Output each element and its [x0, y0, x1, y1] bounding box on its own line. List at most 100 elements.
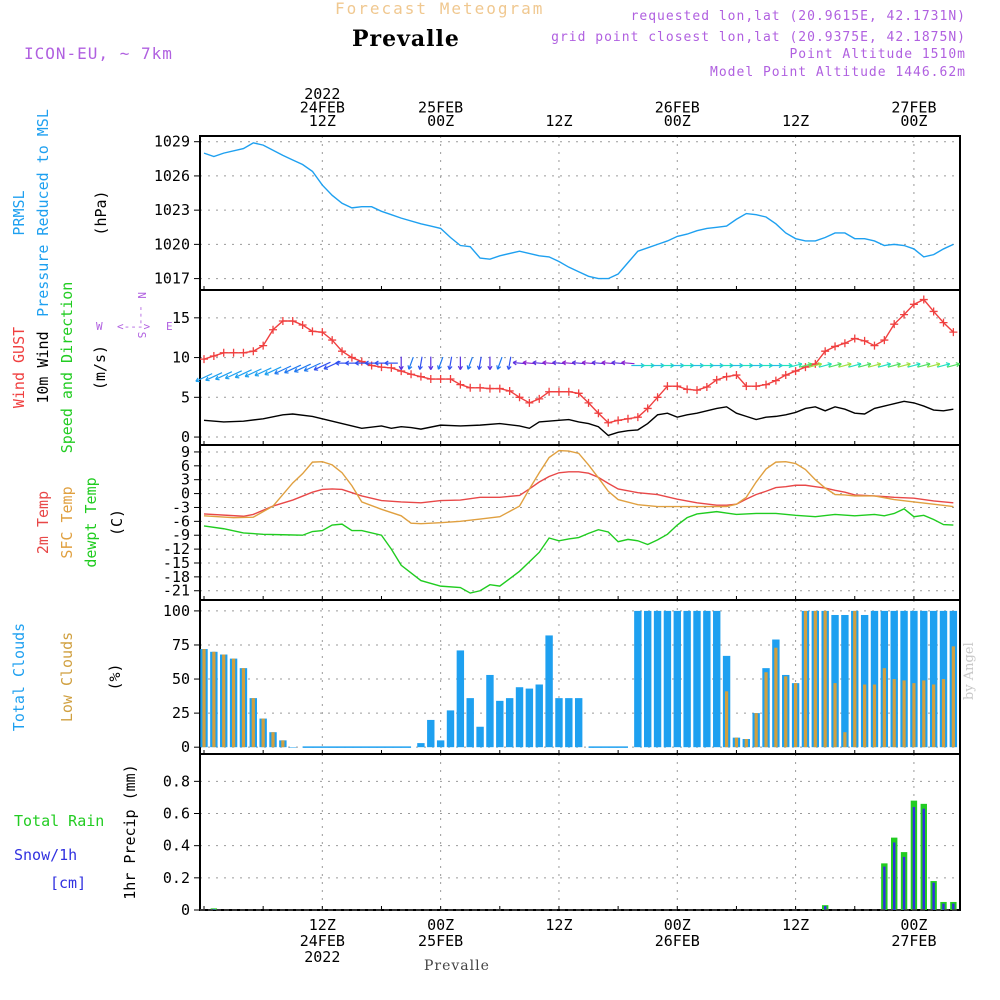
wind-arrow — [497, 356, 503, 370]
clouds-bar-total — [910, 610, 918, 748]
gust-marker — [900, 310, 909, 319]
wind-arrow — [274, 365, 292, 375]
precip-bar-snow — [893, 842, 896, 910]
clouds-bar-low — [823, 610, 827, 748]
wind-arrow-head — [857, 362, 862, 368]
wind-arrow-head — [417, 365, 423, 370]
y-tick-label: 1017 — [154, 270, 190, 288]
wind-panel: 0 5 10 15 W <---> E N --- S Wind GUST 10m Wind Spe… — [10, 282, 961, 453]
clouds-bar-total — [427, 719, 435, 748]
top-time-label: 25FEB — [418, 99, 463, 117]
temperature-axis-label: (C) — [108, 509, 126, 536]
wind-arrow-head — [601, 360, 606, 366]
wind-arrow-head — [205, 376, 210, 382]
clouds-bar-low — [863, 684, 867, 748]
wind-arrow — [195, 373, 213, 382]
clouds-bar-total — [436, 740, 445, 748]
gust-marker — [476, 383, 485, 392]
bottom-time-label: 12Z — [782, 916, 809, 934]
top-time-label: 12Z — [545, 112, 572, 130]
gust-marker — [850, 334, 859, 343]
precip-panel: 0 0.2 0.4 0.6 0.8 Total Rain Snow/1h [cm] 1hr Pr… — [14, 753, 961, 919]
wind-arrow-head — [303, 367, 309, 372]
wind-arrow-head — [571, 360, 577, 366]
clouds-bar-low — [872, 684, 877, 748]
clouds-axis-label: Low Clouds — [58, 632, 76, 722]
wind-arrow-head — [876, 362, 882, 368]
wind-arrow-head — [254, 371, 260, 377]
wind-arrow-head — [264, 370, 269, 376]
wind-arrow-head — [906, 362, 911, 368]
gust-marker — [269, 325, 278, 334]
wind-arrow-head — [827, 362, 832, 368]
precip-bar-snow — [823, 905, 827, 910]
bottom-time-label: 2022 — [304, 948, 340, 966]
clouds-bar-total — [831, 614, 839, 748]
gust-marker — [752, 382, 761, 391]
clouds-bar-low — [951, 646, 955, 748]
temperature-axis-label: dewpt Temp — [82, 477, 100, 567]
clouds-bar-total — [673, 610, 681, 748]
clouds-bar-low — [744, 739, 748, 748]
clouds-bar-low — [833, 683, 837, 748]
clouds-bar-total — [555, 698, 563, 748]
clouds-bar-low — [734, 737, 739, 748]
y-tick-label: 0 — [181, 428, 190, 446]
clouds-axis-label: (%) — [106, 663, 124, 690]
wind-arrow — [507, 356, 512, 370]
precip-axis-label: 1hr Precip (mm) — [121, 764, 139, 899]
wind-arrow — [858, 363, 872, 368]
wind-arrow-head — [532, 360, 537, 366]
compass-north: N --- S — [135, 292, 148, 338]
gust-marker — [939, 318, 948, 327]
wind-arrow-head — [945, 362, 951, 368]
clouds-bar-total — [525, 688, 534, 748]
y-tick-label: 5 — [181, 388, 190, 406]
clouds-bar-total — [565, 698, 573, 748]
clouds-bar-low — [222, 654, 226, 748]
wind-arrow — [304, 362, 321, 372]
clouds-bar-low — [941, 679, 946, 748]
clouds-bar-total — [466, 698, 474, 748]
clouds-bar-low — [922, 680, 926, 748]
gust-marker — [328, 336, 337, 345]
y-tick-label: 0.8 — [163, 772, 190, 790]
gust-marker — [919, 295, 928, 304]
wind-arrow-head — [384, 360, 389, 366]
bottom-time-label: 25FEB — [418, 932, 463, 950]
grid-point-coords: grid point closest lon,lat (20.9375E, 42… — [551, 30, 966, 45]
gust-marker — [584, 398, 593, 407]
wind-arrow-head — [428, 365, 434, 370]
wind-arrow — [478, 356, 482, 370]
panel-frame — [199, 135, 961, 291]
wind-arrow-head — [896, 362, 901, 368]
series-line — [203, 142, 954, 280]
y-tick-label: 1023 — [154, 201, 190, 219]
precip-bar-snow — [912, 807, 916, 910]
y-tick-label: 15 — [172, 309, 190, 327]
pressure-panel: 1017 1020 1023 1026 1029 PRMSL Pressure Reduce… — [10, 109, 961, 317]
gust-marker — [929, 307, 938, 316]
y-tick-label: -9 — [172, 526, 190, 544]
wind-arrow-head — [487, 365, 493, 370]
bottom-time-label: 12Z — [545, 916, 572, 934]
model-label: ICON-EU, ~ 7km — [24, 44, 173, 63]
gust-marker — [594, 409, 603, 418]
wind-arrow — [294, 363, 312, 373]
wind-arrow-head — [234, 373, 240, 379]
wind-arrow — [917, 363, 931, 368]
y-tick-label: 9 — [181, 443, 190, 461]
gust-marker — [545, 387, 554, 396]
requested-coords: requested lon,lat (20.9615E, 42.1731N) — [630, 9, 966, 24]
gust-marker — [466, 383, 475, 392]
gust-marker — [564, 387, 573, 396]
wind-arrow — [838, 363, 852, 368]
clouds-bar-total — [476, 726, 484, 748]
compass-arrow: <---> — [117, 320, 150, 333]
clouds-bar-low — [241, 668, 246, 748]
wind-arrow — [897, 363, 911, 368]
wind-arrow-head — [916, 362, 921, 368]
y-tick-label: -21 — [163, 582, 190, 600]
